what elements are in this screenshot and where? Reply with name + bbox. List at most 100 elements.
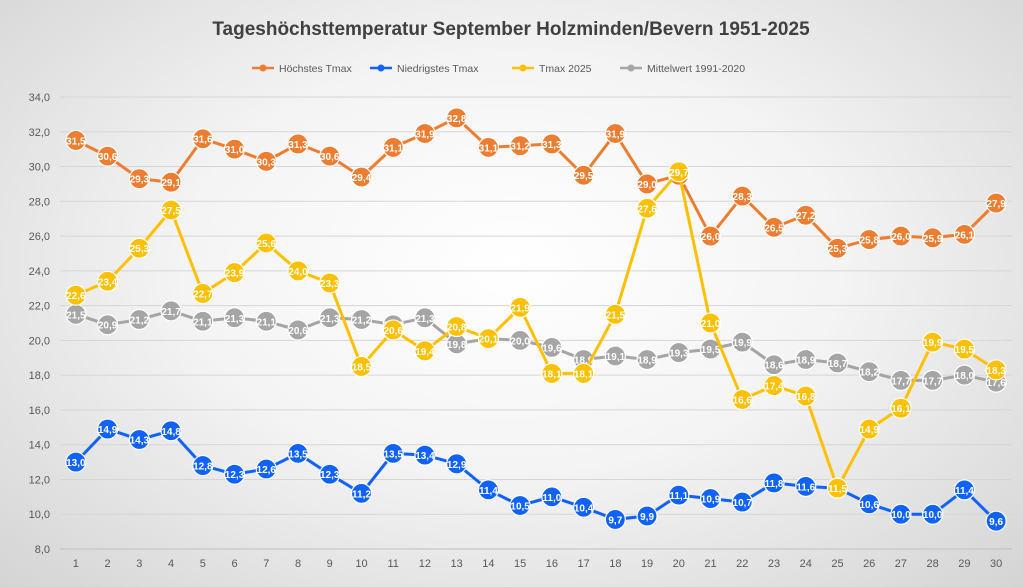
- y-tick-label: 28,0: [29, 196, 50, 208]
- data-label: 19,8: [447, 340, 467, 351]
- data-label: 13,4: [415, 451, 435, 462]
- x-tick-label: 18: [609, 558, 621, 570]
- y-tick-label: 32,0: [29, 127, 50, 139]
- data-label: 26,5: [764, 223, 784, 234]
- x-tick-label: 2: [105, 558, 111, 570]
- data-point: [319, 463, 341, 485]
- data-point: [509, 329, 531, 351]
- data-point: [160, 171, 182, 193]
- x-tick-label: 29: [958, 558, 970, 570]
- data-label: 31,6: [193, 135, 213, 146]
- data-point: [96, 418, 119, 440]
- data-label: 19,9: [733, 338, 753, 349]
- data-label: 20,6: [288, 326, 308, 337]
- data-label: 14,3: [130, 435, 150, 446]
- data-label: 31,0: [225, 145, 245, 156]
- data-label: 12,9: [447, 460, 467, 471]
- x-tick-label: 6: [231, 558, 237, 570]
- data-label: 21,3: [225, 314, 245, 325]
- data-label: 17,7: [891, 376, 911, 387]
- data-point: [604, 508, 626, 531]
- data-label: 18,1: [574, 369, 594, 380]
- data-point: [953, 338, 976, 360]
- data-point: [795, 475, 817, 498]
- data-point: [953, 479, 976, 501]
- data-point: [65, 284, 87, 306]
- data-point: [509, 296, 531, 318]
- data-label: 12,3: [320, 470, 340, 481]
- x-tick-label: 25: [831, 558, 843, 570]
- data-point: [382, 442, 404, 464]
- legend-marker: [627, 64, 635, 72]
- data-label: 18,7: [828, 359, 848, 370]
- data-label: 17,4: [764, 382, 784, 393]
- data-label: 20,0: [510, 336, 530, 347]
- data-label: 13,0: [66, 458, 86, 469]
- data-label: 21,0: [701, 319, 721, 330]
- data-point: [287, 442, 309, 464]
- data-label: 18,1: [542, 369, 562, 380]
- data-label: 21,9: [510, 303, 530, 314]
- x-tick-label: 16: [546, 558, 558, 570]
- data-point: [858, 418, 880, 440]
- data-label: 18,6: [764, 361, 784, 372]
- data-point: [636, 173, 658, 195]
- data-point: [446, 453, 468, 475]
- y-tick-label: 16,0: [29, 405, 50, 417]
- y-axis: 8,0 10,0 12,0 14,0 16,0 18,0 20,0 22,0 24,0 26,0 2…: [29, 92, 50, 556]
- x-tick-label: 3: [136, 558, 142, 570]
- data-label: 10,0: [891, 510, 911, 521]
- data-point: [128, 428, 150, 451]
- data-point: [985, 510, 1007, 532]
- data-label: 9,9: [640, 512, 654, 523]
- data-point: [541, 362, 563, 385]
- data-label: 9,7: [608, 515, 622, 526]
- data-point: [255, 310, 277, 332]
- data-label: 29,1: [161, 178, 181, 189]
- data-label: 11,0: [542, 493, 561, 504]
- data-point: [65, 129, 87, 152]
- data-label: 16,8: [796, 392, 816, 403]
- data-label: 22,6: [66, 291, 86, 302]
- data-label: 11,5: [828, 484, 847, 495]
- data-point: [826, 237, 849, 259]
- data-point: [795, 385, 817, 407]
- data-point: [699, 225, 722, 247]
- x-tick-label: 11: [387, 558, 398, 570]
- data-label: 11,4: [955, 486, 974, 497]
- data-point: [287, 319, 309, 341]
- legend-item: Tmax 2025: [512, 63, 592, 75]
- data-label: 27,6: [637, 204, 657, 215]
- data-label: 16,6: [733, 395, 753, 406]
- x-tick-label: 12: [419, 558, 431, 570]
- data-point: [192, 454, 214, 477]
- data-point: [541, 133, 563, 155]
- y-tick-label: 22,0: [29, 301, 50, 313]
- data-point: [826, 477, 849, 499]
- data-label: 31,1: [479, 143, 499, 154]
- data-label: 13,5: [383, 449, 403, 460]
- data-label: 29,7: [669, 168, 689, 179]
- data-label: 16,1: [891, 404, 911, 415]
- data-label: 31,9: [606, 130, 626, 141]
- x-tick-label: 30: [990, 558, 1002, 570]
- data-label: 11,4: [479, 486, 498, 497]
- data-point: [287, 133, 309, 155]
- data-label: 19,5: [701, 345, 721, 356]
- data-label: 12,8: [193, 462, 213, 473]
- data-point: [319, 307, 341, 329]
- data-point: [287, 260, 309, 282]
- data-label: 28,3: [733, 192, 753, 203]
- data-point: [350, 166, 373, 188]
- data-point: [192, 282, 214, 305]
- data-label: 19,4: [415, 347, 435, 358]
- data-point: [509, 135, 531, 157]
- data-point: [350, 308, 373, 331]
- data-label: 22,7: [193, 289, 213, 300]
- legend-marker: [259, 64, 267, 72]
- data-point: [890, 397, 912, 419]
- data-label: 11,6: [796, 482, 815, 493]
- data-point: [699, 312, 722, 334]
- data-point: [128, 308, 150, 331]
